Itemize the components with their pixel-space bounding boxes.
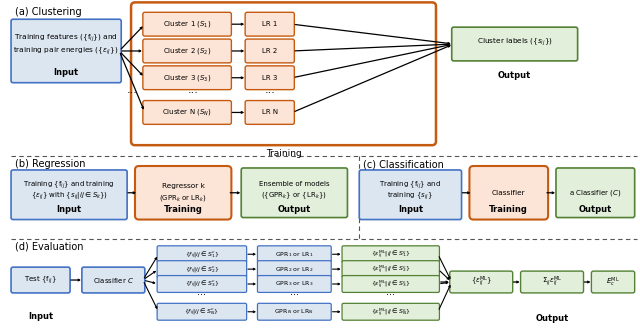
Text: LR 2: LR 2	[262, 48, 277, 54]
FancyBboxPatch shape	[257, 276, 332, 292]
Text: LR N: LR N	[262, 110, 278, 116]
FancyBboxPatch shape	[257, 246, 332, 263]
FancyBboxPatch shape	[359, 170, 461, 219]
Text: $\{f_{ij}|ij \in S_1^c\}$: $\{f_{ij}|ij \in S_1^c\}$	[185, 249, 219, 260]
FancyBboxPatch shape	[257, 261, 332, 278]
FancyBboxPatch shape	[591, 271, 635, 293]
Text: ...: ...	[188, 85, 198, 95]
Text: GPR$_N$ or LR$_N$: GPR$_N$ or LR$_N$	[275, 307, 314, 316]
FancyBboxPatch shape	[245, 66, 294, 90]
Text: $\{f_{ij}|ij \in S_2^c\}$: $\{f_{ij}|ij \in S_2^c\}$	[185, 264, 219, 274]
Text: $\{\varepsilon_{ij}^{\rm ML}|ij \in S_1^c\}$: $\{\varepsilon_{ij}^{\rm ML}|ij \in S_1^…	[371, 248, 410, 260]
Text: $\{\varepsilon_{ij}^{\rm ML}|ij \in S_2^c\}$: $\{\varepsilon_{ij}^{\rm ML}|ij \in S_2^…	[371, 263, 410, 275]
FancyBboxPatch shape	[11, 170, 127, 219]
FancyBboxPatch shape	[11, 19, 121, 83]
Text: ...: ...	[127, 85, 138, 95]
Text: training $\{s_{ij}\}$: training $\{s_{ij}\}$	[387, 191, 433, 203]
Text: $E_c^{\rm ML}$: $E_c^{\rm ML}$	[606, 275, 620, 289]
FancyBboxPatch shape	[342, 303, 440, 320]
FancyBboxPatch shape	[157, 246, 246, 263]
FancyBboxPatch shape	[452, 27, 578, 61]
Text: Classifier $C$: Classifier $C$	[93, 275, 134, 285]
Text: ...: ...	[264, 85, 275, 95]
FancyBboxPatch shape	[241, 168, 348, 217]
FancyBboxPatch shape	[143, 12, 232, 36]
FancyBboxPatch shape	[135, 166, 232, 219]
Text: ...: ...	[386, 287, 396, 298]
Text: Training $\{$f$_{ij}\}$ and: Training $\{$f$_{ij}\}$ and	[380, 179, 442, 191]
FancyBboxPatch shape	[245, 39, 294, 63]
FancyBboxPatch shape	[257, 303, 332, 320]
Text: Training $\{$f$_{ij}\}$ and training: Training $\{$f$_{ij}\}$ and training	[24, 179, 115, 191]
FancyBboxPatch shape	[245, 12, 294, 36]
Text: Output: Output	[536, 314, 569, 323]
Text: Input: Input	[398, 205, 423, 214]
Text: Input: Input	[28, 312, 53, 321]
Text: $\Sigma_{ij}\varepsilon_{ij}^{\rm ML}$: $\Sigma_{ij}\varepsilon_{ij}^{\rm ML}$	[542, 275, 563, 289]
Text: Training: Training	[164, 205, 203, 214]
FancyBboxPatch shape	[143, 66, 232, 90]
Text: Training: Training	[490, 205, 528, 214]
FancyBboxPatch shape	[450, 271, 513, 293]
Text: Output: Output	[498, 71, 531, 80]
Text: (b) Regression: (b) Regression	[15, 159, 86, 169]
Text: Training features ($\{$f$_{ij}\}$) and: Training features ($\{$f$_{ij}\}$) and	[14, 32, 118, 44]
Text: GPR$_1$ or LR$_1$: GPR$_1$ or LR$_1$	[275, 250, 314, 259]
Text: training pair energies ($\{\varepsilon_{ij}\}$): training pair energies ($\{\varepsilon_{…	[13, 45, 119, 57]
Text: (d) Evaluation: (d) Evaluation	[15, 241, 83, 251]
Text: Regressor k: Regressor k	[162, 183, 205, 189]
Text: $\{\varepsilon_{ij}^{\rm ML}\}$: $\{\varepsilon_{ij}^{\rm ML}\}$	[470, 275, 492, 289]
Text: Test $\{$f$_{ij}\}$: Test $\{$f$_{ij}\}$	[24, 274, 57, 286]
Text: ...: ...	[197, 287, 206, 298]
Text: Cluster 1 ($S_1$): Cluster 1 ($S_1$)	[163, 19, 211, 29]
Text: Input: Input	[56, 205, 82, 214]
FancyBboxPatch shape	[131, 2, 436, 145]
Text: $\{f_{ij}|ij \in S_N^c\}$: $\{f_{ij}|ij \in S_N^c\}$	[184, 307, 220, 317]
Text: (c) Classification: (c) Classification	[363, 159, 444, 169]
Text: a Classifier ($C$): a Classifier ($C$)	[569, 188, 621, 198]
Text: (a) Clustering: (a) Clustering	[15, 7, 82, 17]
FancyBboxPatch shape	[469, 166, 548, 219]
Text: Classifier: Classifier	[492, 190, 525, 196]
FancyBboxPatch shape	[11, 267, 70, 293]
FancyBboxPatch shape	[157, 261, 246, 278]
Text: Output: Output	[579, 205, 612, 214]
FancyBboxPatch shape	[520, 271, 584, 293]
Text: Cluster 3 ($S_3$): Cluster 3 ($S_3$)	[163, 73, 211, 83]
FancyBboxPatch shape	[143, 101, 232, 124]
Text: GPR$_2$ or LR$_2$: GPR$_2$ or LR$_2$	[275, 265, 314, 274]
Text: Ensemble of models: Ensemble of models	[259, 181, 330, 187]
FancyBboxPatch shape	[556, 168, 635, 217]
FancyBboxPatch shape	[342, 246, 440, 263]
Text: Cluster N ($S_N$): Cluster N ($S_N$)	[163, 108, 212, 118]
FancyBboxPatch shape	[157, 303, 246, 320]
Text: Input: Input	[54, 68, 79, 77]
Text: ...: ...	[290, 287, 299, 298]
FancyBboxPatch shape	[342, 261, 440, 278]
Text: Cluster labels ($\{s_{ij}\}$): Cluster labels ($\{s_{ij}\}$)	[477, 36, 552, 48]
Text: GPR$_3$ or LR$_3$: GPR$_3$ or LR$_3$	[275, 280, 314, 288]
FancyBboxPatch shape	[82, 267, 145, 293]
Text: Output: Output	[278, 205, 311, 214]
Text: $\{f_{ij}|ij \in S_3^c\}$: $\{f_{ij}|ij \in S_3^c\}$	[185, 279, 219, 289]
Text: Training: Training	[266, 149, 301, 158]
FancyBboxPatch shape	[157, 276, 246, 292]
Text: $\{\varepsilon_{ij}^{\rm ML}|ij \in S_3^c\}$: $\{\varepsilon_{ij}^{\rm ML}|ij \in S_3^…	[371, 278, 410, 290]
Text: ($\{$GPR$_k\}$ or $\{$LR$_k\}$): ($\{$GPR$_k\}$ or $\{$LR$_k\}$)	[261, 191, 327, 201]
FancyBboxPatch shape	[245, 101, 294, 124]
Text: LR 3: LR 3	[262, 75, 277, 81]
FancyBboxPatch shape	[143, 39, 232, 63]
FancyBboxPatch shape	[342, 276, 440, 292]
Text: (GPR$_k$ or LR$_k$): (GPR$_k$ or LR$_k$)	[159, 193, 207, 203]
Text: Cluster 2 ($S_2$): Cluster 2 ($S_2$)	[163, 46, 211, 56]
Text: $\{\varepsilon_{ij}^{\rm ML}|ij \in S_N^c\}$: $\{\varepsilon_{ij}^{\rm ML}|ij \in S_N^…	[371, 306, 411, 318]
Text: $\{\varepsilon_{ij}\}$ with $\{s_{ij}|ij \in S_k\}$): $\{\varepsilon_{ij}\}$ with $\{s_{ij}|ij…	[31, 191, 108, 203]
Text: LR 1: LR 1	[262, 21, 277, 27]
